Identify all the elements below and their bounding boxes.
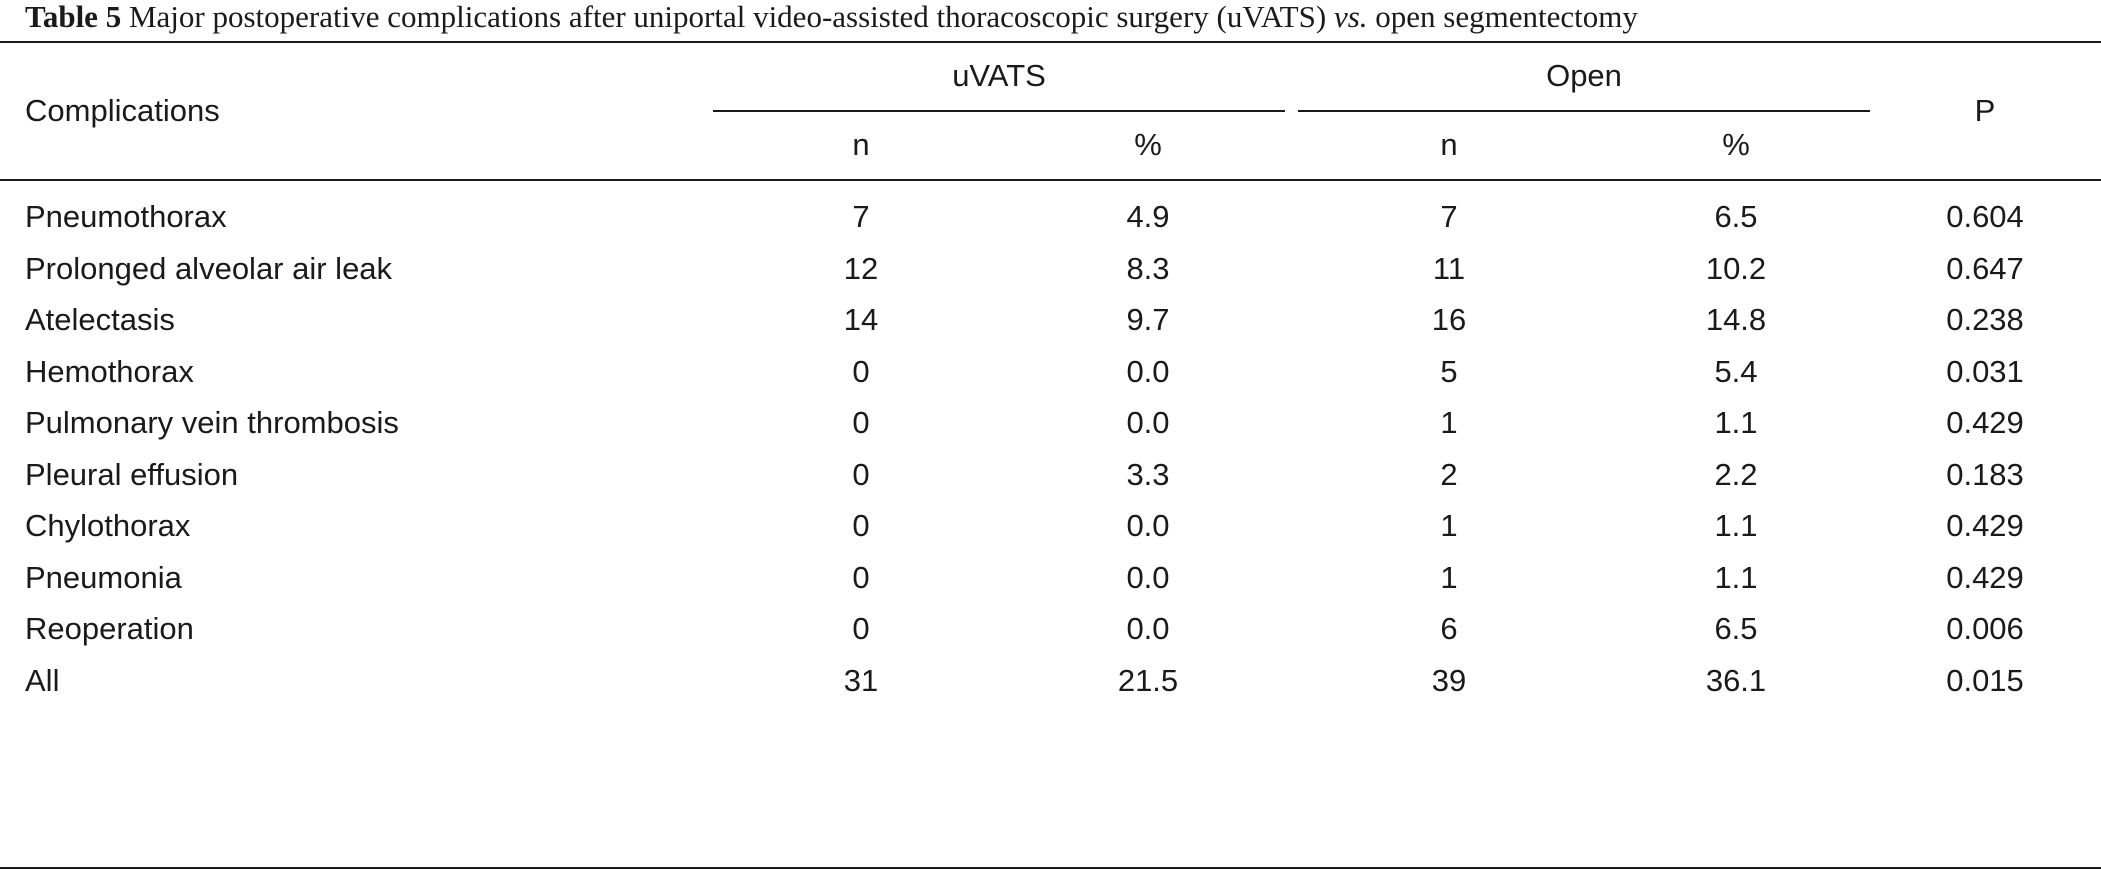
cell-open-n: 16 — [1431, 302, 1467, 337]
table-row: Pleural effusion 0 3.3 2 2.2 0.183 — [0, 441, 2101, 510]
cell-uvats-pct: 0.0 — [1126, 559, 1170, 595]
cell-name: Hemothorax — [25, 353, 194, 389]
cell-open-n: 11 — [1432, 250, 1466, 286]
cell-p: 0.429 — [1946, 508, 2024, 543]
header-open-pct: % — [1722, 127, 1750, 162]
cell-p: 0.647 — [1946, 250, 2024, 286]
header-rule — [0, 179, 2101, 181]
table-row: Atelectasis 14 9.7 16 14.8 0.238 — [0, 286, 2101, 355]
cell-name: Pneumothorax — [25, 199, 227, 234]
cell-open-n: 5 — [1440, 353, 1458, 389]
cell-open-n: 1 — [1440, 405, 1458, 440]
cell-p: 0.183 — [1946, 456, 2024, 492]
cell-open-pct: 1.1 — [1714, 405, 1758, 440]
cell-uvats-n: 0 — [852, 456, 870, 492]
table-row: Chylothorax 0 0.0 1 1.1 0.429 — [0, 492, 2101, 561]
cell-uvats-pct: 3.3 — [1126, 456, 1170, 492]
header-open-n: n — [1440, 127, 1458, 162]
table-row: Hemothorax 0 0.0 5 5.4 0.031 — [0, 338, 2101, 407]
header-uvats-pct: % — [1134, 127, 1162, 162]
uvats-group-rule — [713, 110, 1285, 112]
cell-p: 0.006 — [1946, 611, 2024, 646]
top-rule — [0, 41, 2101, 43]
cell-open-pct: 6.5 — [1714, 199, 1758, 234]
cell-name: Reoperation — [25, 611, 194, 646]
cell-uvats-n: 0 — [852, 405, 870, 440]
cell-uvats-pct: 4.9 — [1126, 199, 1170, 234]
caption-vs: vs. — [1333, 0, 1368, 34]
cell-open-pct: 5.4 — [1714, 353, 1758, 389]
cell-open-pct: 1.1 — [1714, 508, 1758, 543]
cell-name: Prolonged alveolar air leak — [25, 250, 393, 286]
table-row: All 31 21.5 39 36.1 0.015 — [0, 647, 2101, 716]
header-open: Open — [1546, 58, 1622, 93]
cell-open-pct: 2.2 — [1714, 456, 1758, 492]
cell-p: 0.604 — [1946, 199, 2024, 234]
table-caption: Table 5 Major postoperative complication… — [25, 0, 1638, 40]
cell-open-pct: 10.2 — [1705, 250, 1767, 286]
cell-uvats-n: 14 — [843, 302, 879, 337]
cell-uvats-pct: 8.3 — [1126, 250, 1170, 286]
table-row: Pulmonary vein thrombosis 0 0.0 1 1.1 0.429 — [0, 389, 2101, 458]
cell-open-n: 1 — [1440, 508, 1458, 543]
cell-open-n: 7 — [1440, 199, 1458, 234]
table-row: Reoperation 0 0.0 6 6.5 0.006 — [0, 595, 2101, 664]
cell-uvats-pct: 0.0 — [1126, 353, 1170, 389]
caption-text-after: open segmentectomy — [1367, 0, 1638, 34]
cell-uvats-pct: 0.0 — [1126, 405, 1170, 440]
cell-open-n: 2 — [1440, 456, 1458, 492]
caption-text-before: Major postoperative complications after … — [121, 0, 1334, 34]
cell-uvats-pct: 0.0 — [1126, 508, 1170, 543]
cell-uvats-pct: 9.7 — [1126, 302, 1170, 337]
cell-uvats-n: 12 — [843, 250, 879, 286]
cell-p: 0.238 — [1946, 302, 2024, 337]
cell-uvats-pct: 0.0 — [1126, 611, 1170, 646]
header-complications: Complications — [25, 93, 220, 128]
cell-open-n: 39 — [1431, 662, 1467, 698]
cell-name: Pulmonary vein thrombosis — [25, 405, 399, 440]
header-p: P — [1974, 93, 1996, 128]
cell-p: 0.031 — [1946, 353, 2024, 389]
bottom-rule — [0, 867, 2101, 869]
table-row: Pneumonia 0 0.0 1 1.1 0.429 — [0, 544, 2101, 613]
cell-p: 0.429 — [1946, 405, 2024, 440]
cell-name: All — [25, 662, 60, 698]
cell-uvats-n: 0 — [852, 611, 870, 646]
cell-name: Chylothorax — [25, 508, 191, 543]
header-uvats-n: n — [852, 127, 870, 162]
cell-uvats-n: 31 — [843, 662, 879, 698]
open-group-rule — [1298, 110, 1870, 112]
table-row: Pneumothorax 7 4.9 7 6.5 0.604 — [0, 183, 2101, 252]
header-uvats: uVATS — [952, 58, 1046, 93]
table-row: Prolonged alveolar air leak 12 8.3 11 10.2 0.… — [0, 235, 2101, 304]
cell-open-pct: 36.1 — [1705, 662, 1767, 698]
cell-open-pct: 6.5 — [1714, 611, 1758, 646]
cell-name: Pneumonia — [25, 559, 182, 595]
table-label: Table 5 — [25, 0, 122, 34]
cell-p: 0.429 — [1946, 559, 2024, 595]
cell-name: Pleural effusion — [25, 456, 239, 492]
cell-p: 0.015 — [1946, 662, 2024, 698]
cell-uvats-n: 7 — [852, 199, 870, 234]
cell-uvats-n: 0 — [852, 508, 870, 543]
cell-name: Atelectasis — [25, 302, 175, 337]
cell-open-pct: 14.8 — [1705, 302, 1767, 337]
cell-uvats-n: 0 — [852, 353, 870, 389]
cell-uvats-n: 0 — [852, 559, 870, 595]
cell-uvats-pct: 21.5 — [1117, 662, 1179, 698]
cell-open-n: 1 — [1440, 559, 1458, 595]
cell-open-pct: 1.1 — [1714, 559, 1758, 595]
cell-open-n: 6 — [1440, 611, 1458, 646]
